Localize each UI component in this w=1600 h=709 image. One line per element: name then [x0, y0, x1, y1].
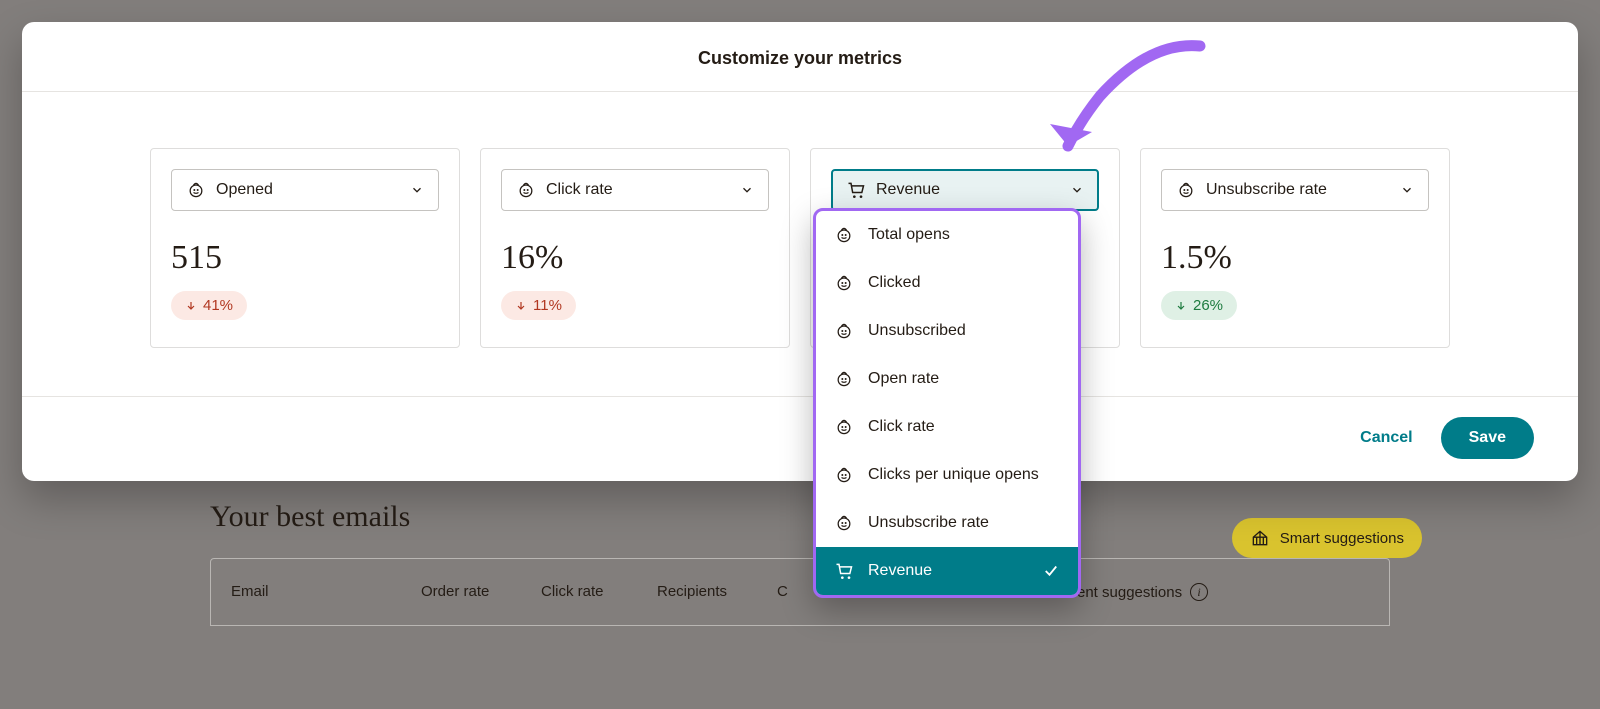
save-button[interactable]: Save — [1441, 417, 1534, 459]
col-cut-letter: C — [777, 583, 817, 601]
arrow-down-icon — [185, 300, 197, 312]
dd-item-open-rate[interactable]: Open rate — [816, 355, 1078, 403]
dd-item-clicked[interactable]: Clicked — [816, 259, 1078, 307]
best-emails-table-header: Email Order rate Click rate Recipients C… — [210, 558, 1390, 626]
freddie-icon — [186, 180, 206, 200]
col-email: Email — [231, 583, 421, 601]
cart-icon — [834, 561, 854, 581]
delta-badge: 26% — [1161, 291, 1237, 320]
smart-suggestions-button[interactable]: Smart suggestions — [1232, 518, 1422, 558]
dd-label: Revenue — [868, 561, 1028, 581]
dd-item-unsubscribed[interactable]: Unsubscribed — [816, 307, 1078, 355]
info-icon[interactable]: i — [1190, 583, 1208, 601]
chevron-down-icon — [410, 183, 424, 197]
col-content-suggestions: ent suggestions i — [1077, 583, 1208, 601]
col-click-rate: Click rate — [541, 583, 657, 601]
dd-label: Clicks per unique opens — [868, 465, 1060, 485]
freddie-icon — [834, 321, 854, 341]
dd-label: Click rate — [868, 417, 1060, 437]
dd-item-revenue[interactable]: Revenue — [816, 547, 1078, 595]
metric-select-label: Opened — [216, 181, 400, 199]
metric-select-label: Unsubscribe rate — [1206, 181, 1390, 199]
metric-card-opened: Opened 515 41% — [150, 148, 460, 348]
metric-select-opened[interactable]: Opened — [171, 169, 439, 211]
freddie-icon — [834, 273, 854, 293]
dd-item-click-rate[interactable]: Click rate — [816, 403, 1078, 451]
metric-select-revenue[interactable]: Revenue — [831, 169, 1099, 211]
modal-footer: Cancel Save — [22, 397, 1578, 481]
greenhouse-icon — [1250, 528, 1270, 548]
metric-select-label: Revenue — [876, 181, 1060, 199]
chevron-down-icon — [1400, 183, 1414, 197]
dd-label: Unsubscribe rate — [868, 513, 1060, 533]
dd-label: Open rate — [868, 369, 1060, 389]
arrow-down-icon — [515, 300, 527, 312]
chevron-down-icon — [740, 183, 754, 197]
metric-card-click-rate: Click rate 16% 11% — [480, 148, 790, 348]
metric-select-click-rate[interactable]: Click rate — [501, 169, 769, 211]
freddie-icon — [834, 225, 854, 245]
delta-badge: 41% — [171, 291, 247, 320]
arrow-down-icon — [1175, 300, 1187, 312]
cancel-button[interactable]: Cancel — [1360, 429, 1412, 447]
best-emails-title: Your best emails — [210, 500, 1390, 534]
metric-dropdown-menu[interactable]: Total opens Clicked Unsubscribed Open ra… — [813, 208, 1081, 598]
delta-badge: 11% — [501, 291, 576, 320]
freddie-icon — [516, 180, 536, 200]
metric-select-unsubscribe-rate[interactable]: Unsubscribe rate — [1161, 169, 1429, 211]
col-order-rate: Order rate — [421, 583, 541, 601]
metric-value: 515 — [171, 239, 439, 277]
customize-metrics-modal: Customize your metrics Opened 515 41% Cl… — [22, 22, 1578, 481]
metric-cards-row: Opened 515 41% Click rate 16% 11% — [22, 92, 1578, 397]
freddie-icon — [834, 369, 854, 389]
freddie-icon — [834, 465, 854, 485]
freddie-icon — [1176, 180, 1196, 200]
metric-value: 16% — [501, 239, 769, 277]
smart-suggestions-label: Smart suggestions — [1280, 530, 1404, 547]
dd-item-unsubscribe-rate[interactable]: Unsubscribe rate — [816, 499, 1078, 547]
modal-title: Customize your metrics — [22, 22, 1578, 92]
metric-value: 1.5% — [1161, 239, 1429, 277]
chevron-down-icon — [1070, 183, 1084, 197]
dd-label: Unsubscribed — [868, 321, 1060, 341]
freddie-icon — [834, 417, 854, 437]
dd-item-clicks-per-unique[interactable]: Clicks per unique opens — [816, 451, 1078, 499]
cart-icon — [846, 180, 866, 200]
metric-select-label: Click rate — [546, 181, 730, 199]
dd-label: Total opens — [868, 225, 1060, 245]
col-recipients: Recipients — [657, 583, 777, 601]
check-icon — [1042, 562, 1060, 580]
freddie-icon — [834, 513, 854, 533]
dd-item-total-opens[interactable]: Total opens — [816, 211, 1078, 259]
dd-label: Clicked — [868, 273, 1060, 293]
metric-card-unsubscribe-rate: Unsubscribe rate 1.5% 26% — [1140, 148, 1450, 348]
